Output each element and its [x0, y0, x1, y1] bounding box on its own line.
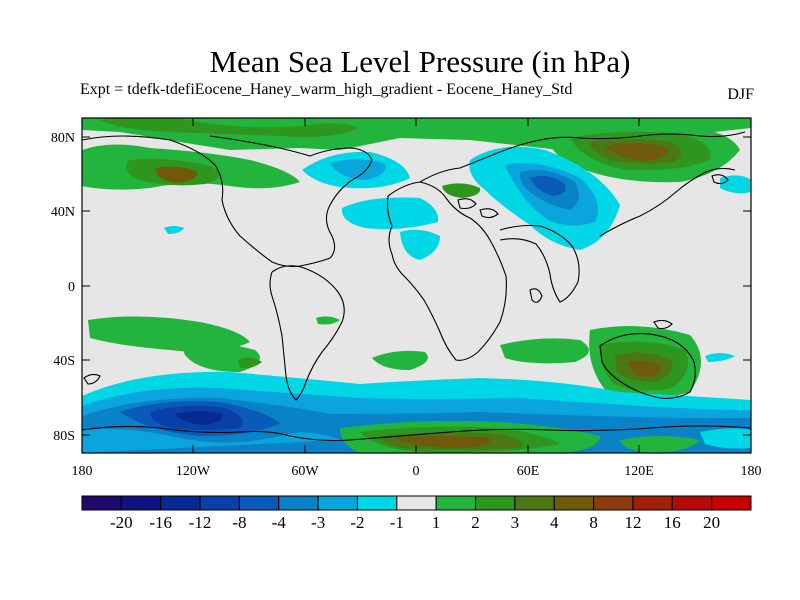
lon-tick-label: 120W [176, 464, 211, 479]
anomaly-region [700, 428, 751, 449]
colorbar-label: 2 [471, 513, 480, 532]
map-title: Mean Sea Level Pressure (in hPa) [209, 44, 631, 79]
colorbar-swatch [160, 495, 201, 511]
coastlines [82, 131, 751, 442]
colorbar-swatch [356, 495, 398, 511]
colorbar-label: 16 [664, 513, 681, 532]
colorbar: -20 -16 -12 -8 -4 -3 -2 -1 1 2 3 4 8 12 16 20 [81, 495, 752, 532]
pressure-anomaly-field [82, 118, 751, 453]
colorbar-swatch [671, 495, 713, 511]
anomaly-region [442, 183, 481, 198]
colorbar-label: -4 [272, 513, 287, 532]
anomaly-region [620, 436, 700, 453]
colorbar-swatch [593, 495, 634, 511]
season-label: DJF [727, 86, 754, 103]
colorbar-swatch [632, 495, 673, 511]
colorbar-label: -3 [311, 513, 325, 532]
colorbar-swatch [711, 495, 752, 511]
anomaly-region [175, 411, 223, 425]
colorbar-label: 3 [511, 513, 520, 532]
lon-tick-label: 60E [517, 464, 540, 479]
colorbar-label: 4 [550, 513, 559, 532]
anomaly-region [238, 357, 262, 369]
anomaly-region [155, 166, 198, 183]
colorbar-label: 12 [624, 513, 641, 532]
anomaly-region [628, 360, 662, 377]
colorbar-swatch [514, 495, 555, 511]
lat-tick-label: 80S [53, 429, 75, 444]
colorbar-label: 1 [432, 513, 441, 532]
experiment-subtitle: Expt = tdefk-tdefiEocene_Haney_warm_high… [80, 81, 573, 98]
anomaly-region [705, 353, 735, 362]
colorbar-label: -16 [149, 513, 172, 532]
colorbar-swatch [317, 495, 358, 511]
lat-tick-label: 40N [51, 205, 75, 220]
lat-tick-label: 40S [53, 354, 75, 369]
lat-tick-label: 80N [51, 131, 75, 146]
lon-tick-label: 0 [413, 464, 420, 479]
colorbar-label: -20 [110, 513, 133, 532]
anomaly-region [372, 350, 428, 370]
colorbar-label: 8 [589, 513, 598, 532]
colorbar-swatch [475, 495, 516, 511]
map-ticks [82, 118, 751, 453]
colorbar-swatch [553, 495, 595, 511]
colorbar-swatch [199, 495, 240, 511]
anomaly-region [395, 436, 491, 448]
anomaly-region [500, 338, 589, 364]
colorbar-label: -2 [350, 513, 364, 532]
lon-tick-label: 60W [291, 464, 319, 479]
colorbar-swatch [238, 495, 280, 511]
anomaly-region [100, 118, 360, 137]
colorbar-swatch [120, 495, 162, 511]
colorbar-label: 20 [703, 513, 720, 532]
colorbar-swatch [81, 495, 122, 511]
colorbar-swatch [435, 495, 477, 511]
anomaly-region [164, 226, 184, 234]
anomaly-region [82, 429, 340, 453]
anomaly-region [341, 197, 439, 230]
anomaly-region [530, 176, 566, 196]
anomaly-region [316, 316, 340, 325]
anomaly-region [330, 159, 386, 180]
lon-tick-label: 180 [741, 464, 762, 479]
colorbar-label: -12 [189, 513, 212, 532]
anomaly-region [400, 229, 440, 260]
lat-tick-label: 0 [68, 280, 75, 295]
anomaly-region [605, 143, 669, 161]
colorbar-label: -1 [390, 513, 404, 532]
colorbar-label: -8 [232, 513, 246, 532]
colorbar-swatch [396, 495, 437, 511]
lon-tick-label: 180 [72, 464, 93, 479]
colorbar-swatch [278, 495, 319, 511]
lon-tick-label: 120E [624, 464, 654, 479]
